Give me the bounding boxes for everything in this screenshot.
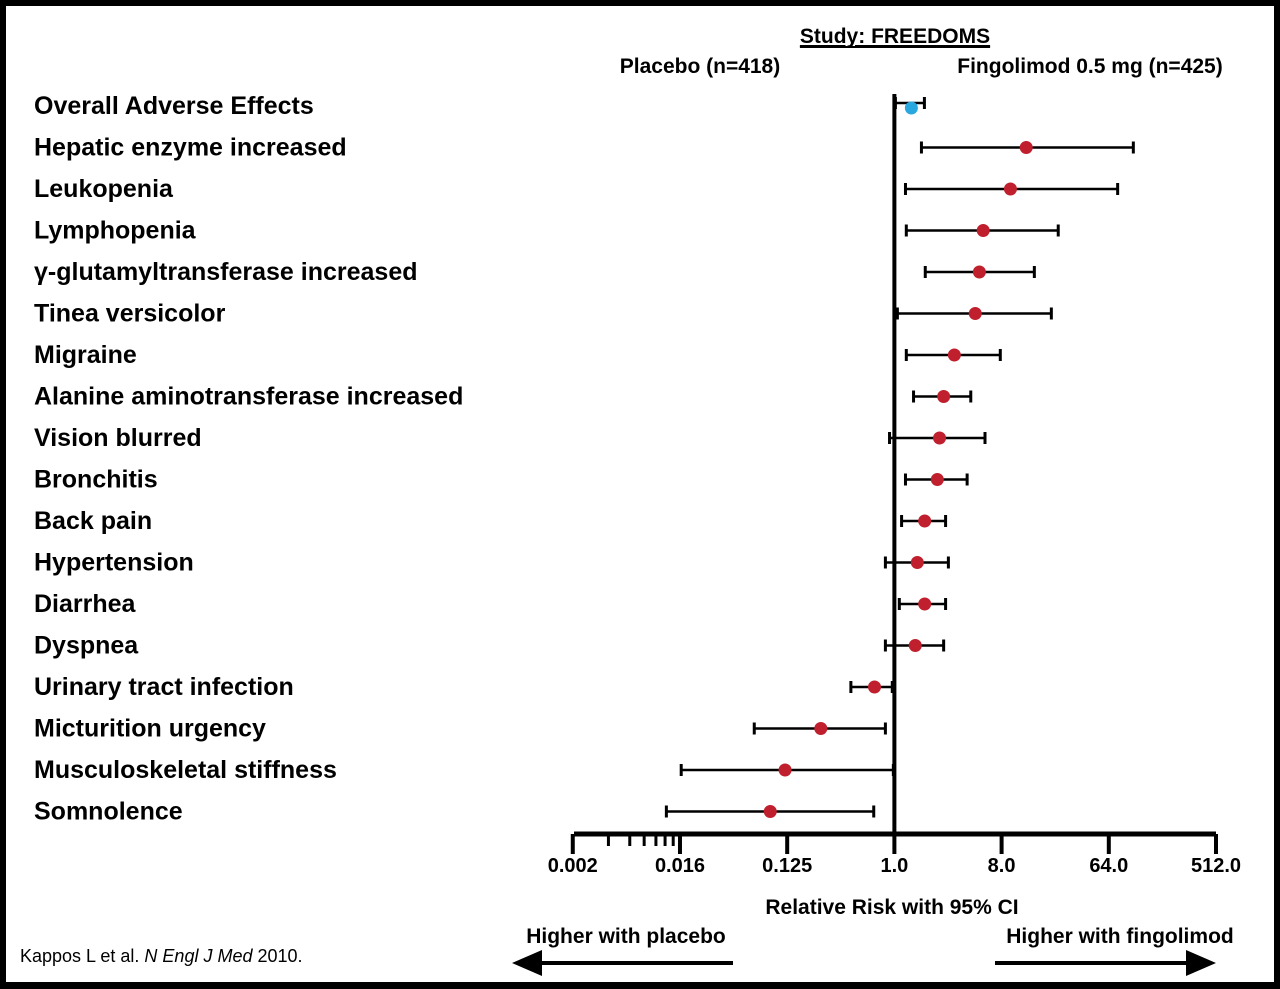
forest-row: Vision blurred: [34, 424, 987, 452]
forest-row: Diarrhea: [34, 590, 948, 618]
forest-row: Musculoskeletal stiffness: [34, 756, 895, 784]
forest-row: Alanine aminotransferase increased: [34, 383, 973, 411]
citation-year: 2010.: [252, 946, 302, 966]
point-estimate: [947, 348, 961, 362]
row-label: Bronchitis: [34, 466, 158, 494]
row-label: Hepatic enzyme increased: [34, 134, 347, 162]
row-label: Urinary tract infection: [34, 673, 294, 701]
point-estimate: [918, 514, 932, 528]
rows-group: Overall Adverse Effects Hepatic enzyme in…: [34, 92, 1135, 826]
row-label: Somnolence: [34, 798, 183, 826]
point-estimate: [868, 680, 882, 694]
right-arrow-head: [1186, 950, 1216, 976]
citation-journal: N Engl J Med: [144, 946, 253, 966]
x-tick-label: 0.016: [655, 855, 705, 877]
left-group-label: Placebo (n=418): [620, 55, 780, 78]
point-estimate: [908, 639, 922, 652]
x-tick-label: 512.0: [1191, 855, 1241, 877]
left-arrow: [512, 950, 733, 976]
point-estimate: [918, 597, 932, 611]
figure-frame: Study: FREEDOMS Placebo (n=418) Fingolim…: [6, 6, 1274, 982]
forest-row: Bronchitis: [34, 466, 969, 494]
row-label: Overall Adverse Effects: [34, 92, 314, 120]
forest-row: Hepatic enzyme increased: [34, 134, 1135, 162]
row-label: Diarrhea: [34, 590, 137, 618]
forest-plot: Study: FREEDOMS Placebo (n=418) Fingolim…: [20, 25, 1241, 976]
point-estimate: [1003, 182, 1017, 196]
row-label: Alanine aminotransferase increased: [34, 383, 463, 411]
row-label: Micturition urgency: [34, 715, 266, 743]
forest-row: Migraine: [34, 341, 1002, 369]
row-label: Back pain: [34, 507, 152, 535]
x-axis: 0.002 0.016 0.125 1.0 8.0 64.0 512.0: [548, 94, 1241, 877]
right-arrow: [995, 950, 1216, 976]
forest-row: Tinea versicolor: [34, 300, 1053, 328]
point-estimate: [933, 431, 947, 445]
point-estimate: [976, 224, 990, 237]
forest-row: Overall Adverse Effects: [34, 92, 926, 120]
forest-row: Back pain: [34, 507, 948, 535]
point-estimate: [968, 307, 982, 320]
x-axis-label: Relative Risk with 95% CI: [765, 896, 1018, 919]
point-estimate: [910, 556, 924, 569]
forest-row: Leukopenia: [34, 175, 1120, 203]
forest-row: Lymphopenia: [34, 217, 1060, 245]
point-estimate: [778, 763, 792, 777]
forest-row: Hypertension: [34, 549, 950, 577]
row-label: Tinea versicolor: [34, 300, 226, 328]
point-estimate: [972, 265, 986, 279]
citation: Kappos L et al. N Engl J Med 2010.: [20, 946, 303, 966]
left-arrow-head: [512, 950, 542, 976]
direction-right-label: Higher with fingolimod: [1006, 925, 1233, 948]
point-estimate: [1019, 141, 1033, 154]
forest-row: Dyspnea: [34, 632, 946, 660]
point-estimate: [930, 473, 944, 486]
x-tick-label: 64.0: [1089, 855, 1128, 877]
x-tick-label: 0.002: [548, 855, 598, 877]
point-estimate: [763, 805, 777, 818]
row-label: Hypertension: [34, 549, 194, 577]
row-label: Vision blurred: [34, 424, 202, 452]
row-label: Leukopenia: [34, 175, 174, 203]
point-estimate: [904, 101, 918, 115]
direction-left-label: Higher with placebo: [526, 925, 726, 948]
x-tick-label: 1.0: [880, 855, 908, 877]
point-estimate: [814, 722, 828, 735]
row-label: Musculoskeletal stiffness: [34, 756, 337, 784]
x-tick-label: 0.125: [762, 855, 812, 877]
forest-row: Urinary tract infection: [34, 673, 894, 701]
row-label: γ-glutamyltransferase increased: [34, 258, 418, 286]
right-group-label: Fingolimod 0.5 mg (n=425): [957, 55, 1222, 78]
row-label: Migraine: [34, 341, 137, 369]
row-label: Lymphopenia: [34, 217, 197, 245]
row-label: Dyspnea: [34, 632, 139, 660]
x-tick-label: 8.0: [988, 855, 1016, 877]
forest-row: Somnolence: [34, 798, 876, 826]
chart-title: Study: FREEDOMS: [800, 25, 990, 48]
forest-row: Micturition urgency: [34, 715, 887, 743]
point-estimate: [937, 390, 951, 403]
forest-row: γ-glutamyltransferase increased: [34, 258, 1036, 286]
citation-authors: Kappos L et al.: [20, 946, 144, 966]
